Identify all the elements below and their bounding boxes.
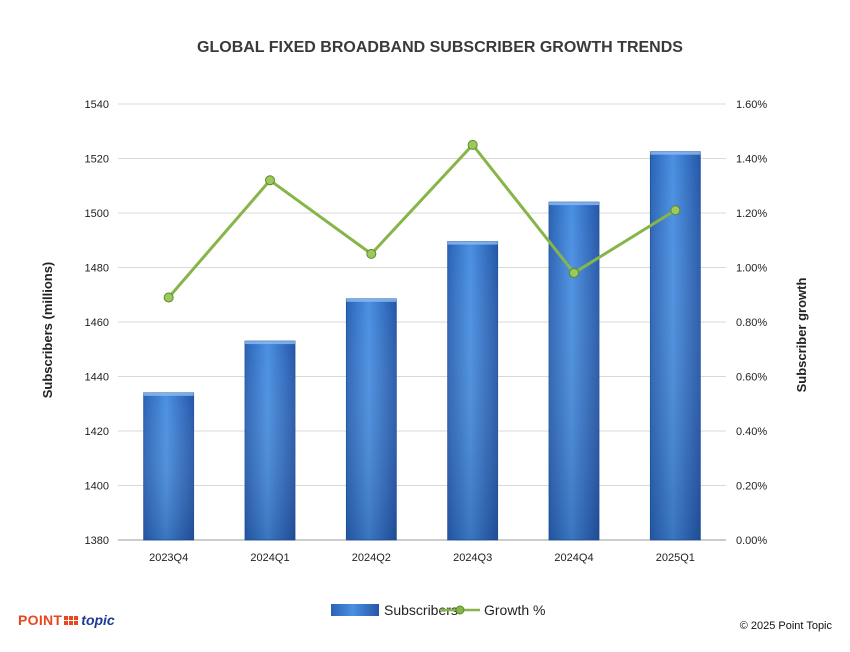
bar-top-highlight <box>346 298 397 302</box>
y-tick-label: 1520 <box>85 154 109 166</box>
legend-growth-swatch-marker <box>455 605 465 615</box>
x-tick-label: 2024Q2 <box>352 552 391 564</box>
bar-shade <box>245 341 295 540</box>
x-tick-label: 2023Q4 <box>149 552 188 564</box>
y-tick-label: 1540 <box>85 99 109 111</box>
chart-title: GLOBAL FIXED BROADBAND SUBSCRIBER GROWTH… <box>197 39 683 56</box>
y2-tick-label: 0.60% <box>736 372 767 384</box>
growth-point <box>569 267 579 278</box>
y-tick-label: 1500 <box>85 208 109 220</box>
growth-point <box>670 205 681 216</box>
copyright-notice: © 2025 Point Topic <box>739 620 832 632</box>
y-tick-label: 1460 <box>85 317 109 329</box>
logo-grid-icon <box>64 615 79 625</box>
bar-top-highlight <box>143 392 194 396</box>
y2-tick-label: 1.40% <box>736 154 767 166</box>
bar-top-highlight <box>447 241 498 245</box>
y-axis-right-ticks: 0.00% 0.20% 0.40% 0.60% 0.80% 1.00% 1.20% 1.40%… <box>736 99 767 547</box>
y2-tick-label: 0.20% <box>736 481 767 493</box>
y-axis-left-ticks: 1380 1400 1420 1440 1460 1480 1500 1520 1540 <box>85 99 109 547</box>
growth-point <box>366 248 377 259</box>
legend-subscribers-label: Subscribers <box>384 602 458 618</box>
y-tick-label: 1440 <box>85 372 109 384</box>
growth-line <box>163 139 681 303</box>
bar-shade <box>447 241 498 541</box>
logo-text-point: POINT <box>18 612 63 628</box>
y2-tick-label: 1.20% <box>736 208 767 220</box>
x-axis-ticks: 2023Q4 2024Q1 2024Q2 2024Q3 2024Q4 2025Q1 <box>149 552 695 564</box>
bar-shade <box>346 298 397 540</box>
bar-top-highlight <box>549 202 599 206</box>
legend-growth-label: Growth % <box>484 602 545 618</box>
point-topic-logo: POINT topic <box>18 612 115 628</box>
bar-shade <box>650 151 701 540</box>
y-tick-label: 1400 <box>85 481 109 493</box>
y2-tick-label: 0.80% <box>736 317 767 329</box>
y2-tick-label: 1.00% <box>736 263 767 275</box>
gridlines <box>118 103 726 541</box>
y2-tick-label: 0.00% <box>736 535 767 547</box>
y-tick-label: 1380 <box>85 535 109 547</box>
y-axis-label: Subscribers (millions) <box>40 262 55 399</box>
growth-point <box>265 175 275 186</box>
bar-top-highlight <box>650 151 701 155</box>
growth-point <box>467 139 478 150</box>
y2-tick-label: 1.60% <box>736 99 767 111</box>
legend: Subscribers Growth % <box>331 602 545 618</box>
x-tick-label: 2024Q4 <box>554 552 593 564</box>
growth-point <box>163 292 174 303</box>
x-tick-label: 2024Q1 <box>250 552 289 564</box>
growth-line-path <box>167 143 677 299</box>
y2-axis-label: Subscriber growth <box>794 278 809 393</box>
x-tick-label: 2024Q3 <box>453 552 492 564</box>
bars <box>143 151 701 541</box>
bar-shade <box>143 392 194 540</box>
legend-subscribers-swatch <box>331 604 379 616</box>
x-tick-label: 2025Q1 <box>656 552 695 564</box>
logo-text-topic: topic <box>81 612 115 628</box>
y-tick-label: 1480 <box>85 263 109 275</box>
bar-top-highlight <box>245 341 295 345</box>
bar-shade <box>549 202 599 540</box>
y2-tick-label: 0.40% <box>736 426 767 438</box>
y-tick-label: 1420 <box>85 426 109 438</box>
